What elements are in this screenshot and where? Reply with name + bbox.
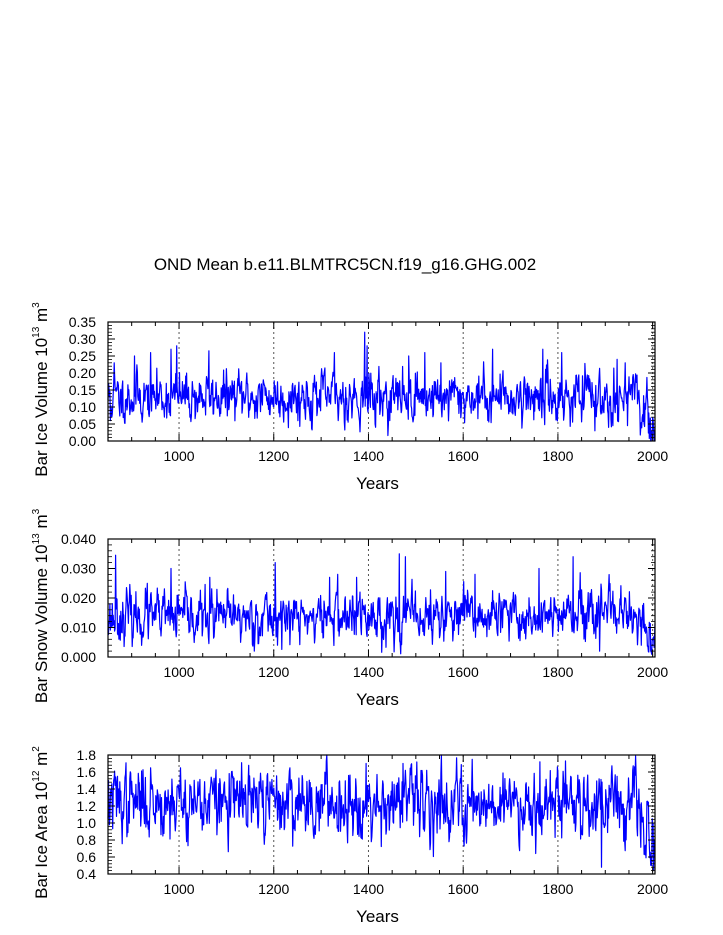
x-tick-label: 2000	[637, 448, 668, 464]
x-tick-label: 1800	[542, 881, 573, 897]
y-tick-label: 0.30	[69, 331, 96, 347]
x-tick-label: 1600	[448, 448, 479, 464]
x-axis-label: Years	[356, 474, 399, 493]
panel-bar-snow-volume: 1000 1200 1400 1600 1800 2000 0.000 0.010 0.020 0…	[31, 508, 668, 709]
x-tick-label: 1800	[542, 664, 573, 680]
y-axis-label: Bar Ice Volume 1013 m3	[31, 302, 51, 477]
x-axis-label: Years	[356, 690, 399, 709]
y-tick-label: 1.6	[77, 764, 97, 780]
x-tick-label: 1000	[163, 881, 194, 897]
y-tick-label: 1.8	[77, 747, 97, 763]
y-tick-label: 0.030	[61, 561, 96, 577]
x-tick-label: 1200	[258, 448, 289, 464]
y-tick-label: 0.00	[69, 433, 96, 449]
y-tick-label: 0.010	[61, 620, 96, 636]
x-axis-label: Years	[356, 907, 399, 926]
y-tick-label: 1.2	[77, 798, 97, 814]
y-tick-label: 0.05	[69, 416, 96, 432]
y-tick-label: 1.4	[77, 781, 97, 797]
x-tick-label: 1200	[258, 664, 289, 680]
y-tick-label: 0.000	[61, 649, 96, 665]
series-line	[107, 754, 656, 871]
x-tick-label: 2000	[637, 881, 668, 897]
y-axis-label: Bar Snow Volume 1013 m3	[31, 508, 51, 703]
x-tick-label: 1600	[448, 664, 479, 680]
y-tick-label: 0.4	[77, 866, 97, 882]
series-line	[107, 553, 656, 655]
y-tick-label: 0.8	[77, 832, 97, 848]
y-tick-label: 0.35	[69, 314, 96, 330]
x-tick-label: 1400	[353, 664, 384, 680]
y-tick-label: 0.10	[69, 399, 96, 415]
y-tick-label: 0.20	[69, 365, 96, 381]
y-tick-label: 1.0	[77, 815, 97, 831]
x-tick-label: 2000	[637, 664, 668, 680]
y-axis-label: Bar Ice Area 1012 m2	[31, 746, 51, 899]
plot-frame	[107, 754, 656, 875]
y-tick-label: 0.25	[69, 348, 96, 364]
panel-bar-ice-volume: 1000 1200 1400 1600 1800 2000 0.000.050.100.15…	[31, 302, 668, 493]
y-tick-label: 0.15	[69, 382, 96, 398]
x-tick-label: 1600	[448, 881, 479, 897]
series-line	[107, 331, 656, 442]
x-tick-label: 1800	[542, 448, 573, 464]
panels: 1000 1200 1400 1600 1800 2000 0.000.050.100.15…	[31, 302, 668, 926]
y-tick-label: 0.020	[61, 590, 96, 606]
x-tick-label: 1000	[163, 664, 194, 680]
y-tick-label: 0.040	[61, 531, 96, 547]
figure-title: OND Mean b.e11.BLMTRC5CN.f19_g16.GHG.002	[154, 255, 536, 274]
y-tick-label: 0.6	[77, 849, 97, 865]
x-tick-label: 1400	[353, 881, 384, 897]
x-tick-label: 1000	[163, 448, 194, 464]
panel-bar-ice-area: 1000 1200 1400 1600 1800 20000.40.60.81.01.21…	[31, 746, 668, 926]
plot-frame	[107, 321, 656, 442]
x-tick-label: 1400	[353, 448, 384, 464]
x-tick-label: 1200	[258, 881, 289, 897]
